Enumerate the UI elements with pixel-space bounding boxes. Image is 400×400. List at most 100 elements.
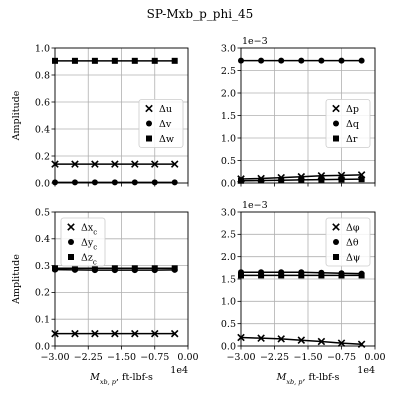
y-tick-label-bl-2: 0.2	[35, 288, 50, 299]
legend-label-tr-1-main: Δq	[346, 119, 359, 130]
data-point-tl-2-5	[151, 57, 158, 64]
x-tick-label-br-3: −0.75	[327, 352, 356, 363]
data-point-bl-0-6	[170, 329, 179, 338]
legend-label-tr-0-main: Δp	[346, 104, 359, 115]
data-point-tr-1-1	[258, 57, 265, 64]
series-tl-1	[52, 179, 178, 186]
series-br-0	[237, 333, 366, 348]
data-point-tl-0-6	[170, 160, 179, 168]
legend-marker-tr-2	[333, 135, 339, 142]
y-tick-label-br-2: 1.0	[221, 297, 236, 308]
data-point-br-2-2	[278, 272, 285, 279]
panel-br: −3.00 −2.25 −1.50 −0.75 0.00 0.0 0.5 1.0 1.5 2.0 2…	[221, 200, 386, 386]
data-point-tr-2-6	[358, 176, 365, 183]
data-point-tl-0-1-stroke-b	[71, 160, 79, 168]
axes-frame-br	[240, 211, 376, 347]
legend-label-bl-0-main: Δx	[81, 223, 94, 234]
data-point-br-0-4-stroke-b	[317, 337, 326, 346]
data-point-tl-1-4	[131, 179, 138, 186]
data-point-bl-0-1	[71, 329, 79, 338]
legend-label-br-0: Δφ	[346, 223, 360, 234]
legend-label-tr-1: Δq	[346, 119, 359, 130]
legend-marker-br-0-stroke-b	[332, 223, 340, 231]
legend-marker-bl-0	[67, 223, 75, 231]
y-tick-label-tl-3: 0.6	[35, 97, 50, 108]
legend-marker-tl-2	[146, 135, 152, 142]
y-tick-label-tl-4: 0.8	[35, 70, 50, 81]
data-point-tl-0-3-stroke-b	[111, 160, 119, 168]
legend-br: Δφ Δθ Δψ	[325, 217, 371, 267]
legend-label-tl-1-main: Δv	[159, 119, 172, 130]
data-point-bl-0-5-stroke-b	[150, 329, 159, 338]
legend-label-tl-2-main: Δw	[159, 134, 174, 145]
legend-label-tl-0: Δu	[159, 104, 172, 115]
data-point-tl-1-1	[71, 179, 78, 186]
legend-tr: Δp Δq Δr	[325, 99, 371, 148]
data-point-br-2-5	[338, 272, 345, 279]
data-point-tl-2-4	[131, 57, 138, 64]
data-point-br-0-4	[317, 337, 326, 346]
data-point-tl-0-6-stroke-b	[170, 160, 179, 168]
legend-label-tr-0: Δp	[346, 104, 359, 115]
data-point-bl-0-2	[91, 329, 99, 338]
panel-bl: −3.00 −2.25 −1.50 −0.75 0.00 0.0 0.1 0.2 0.3 0.4 0…	[11, 207, 199, 386]
data-point-bl-0-4-stroke-b	[131, 329, 139, 338]
legend-label-bl-0-sub: c	[93, 229, 97, 237]
data-point-tl-2-2	[91, 57, 98, 64]
legend-marker-bl-1	[68, 239, 74, 245]
data-point-tl-0-4	[131, 160, 139, 168]
data-point-bl-0-2-stroke-b	[91, 329, 99, 338]
x-tick-label-bl-2: −1.50	[107, 352, 136, 363]
data-point-tl-1-3	[111, 179, 118, 186]
legend-label-br-1-main: Δθ	[346, 238, 359, 249]
data-point-tr-1-5	[338, 57, 345, 64]
y-tick-label-tr-3: 1.5	[221, 111, 236, 122]
legend-marker-br-1	[333, 239, 339, 245]
data-point-tl-0-2-stroke-b	[91, 160, 99, 168]
data-point-bl-0-6-stroke-b	[170, 329, 179, 338]
y-tick-label-tl-5: 1.0	[35, 43, 50, 54]
data-point-tl-0-2	[91, 160, 99, 168]
y-tick-label-br-1: 0.5	[221, 319, 236, 330]
data-point-tl-2-3	[111, 57, 118, 64]
data-point-br-0-3	[297, 336, 306, 344]
data-point-bl-2-5	[151, 265, 158, 272]
y-tick-label-tl-2: 0.4	[35, 124, 50, 135]
y-tick-label-br-6: 3.0	[221, 207, 236, 218]
legend-tl: Δu Δv Δw	[138, 99, 184, 148]
data-point-tr-2-1	[258, 177, 265, 184]
x-tick-label-br-0: −3.00	[226, 352, 255, 363]
data-point-bl-2-4	[131, 265, 138, 272]
panel-tl: 0.0 0.2 0.4 0.6 0.8 1.0 Amplitude Δu Δv Δw	[11, 43, 189, 189]
legend-marker-tl-0-stroke-b	[145, 104, 153, 113]
x-tick-label-bl-4: 0.00	[177, 352, 198, 363]
axes-frame-bl	[54, 211, 189, 347]
data-point-bl-0-1-stroke-b	[71, 329, 79, 338]
data-point-tl-1-2	[91, 179, 98, 186]
data-point-br-0-2	[277, 335, 285, 343]
legend-marker-tl-1	[146, 120, 152, 127]
legend-marker-br-0	[332, 223, 340, 231]
legend-label-bl-2: Δzc	[81, 253, 97, 267]
data-point-bl-0-5	[150, 329, 159, 338]
figure-title: SP-Mxb_p_phi_45	[147, 7, 254, 21]
data-point-br-0-3-stroke-b	[297, 336, 306, 344]
y-tick-label-tl-0: 0.0	[35, 178, 50, 189]
y-tick-label-bl-4: 0.4	[35, 234, 50, 245]
data-point-tl-0-1	[71, 160, 79, 168]
x-tick-label-br-4: 0.00	[364, 352, 385, 363]
data-point-tl-1-6	[171, 179, 178, 186]
data-point-bl-2-3	[111, 265, 118, 272]
x-axis-label-bl: Mxb, p, ft-lbf-s	[89, 372, 153, 386]
data-point-tr-2-3	[298, 176, 305, 183]
data-point-tl-0-5-stroke-b	[150, 160, 159, 168]
legend-label-bl-1-sub: c	[93, 244, 97, 252]
data-point-tl-0-4-stroke-b	[131, 160, 139, 168]
data-point-bl-0-3	[111, 329, 119, 338]
data-point-tl-0-3	[111, 160, 119, 168]
x-axis-label-main: M	[276, 372, 287, 383]
data-point-bl-0-4	[131, 329, 139, 338]
data-point-bl-2-2	[91, 265, 98, 272]
data-point-tr-2-2	[278, 177, 285, 184]
x-multiplier-bl: 1e4	[170, 365, 188, 376]
